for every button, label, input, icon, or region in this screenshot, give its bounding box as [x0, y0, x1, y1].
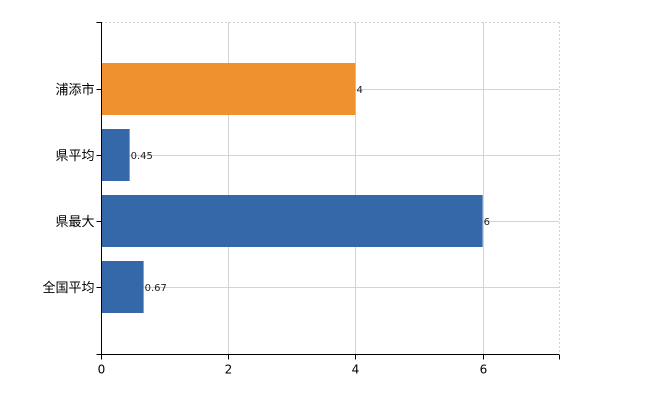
- category-label-3: 全国平均: [42, 280, 94, 296]
- x-tick-label-2: 2: [225, 363, 233, 377]
- data-label-1: 0.45: [131, 151, 153, 162]
- category-label-2: 県最大: [55, 215, 94, 230]
- category-label-1: 県平均: [55, 149, 94, 164]
- data-label-3: 0.67: [145, 283, 167, 294]
- bar-1: [101, 129, 130, 181]
- x-tick-label-4: 4: [352, 363, 360, 377]
- bar-3: [101, 261, 144, 313]
- axis-layer: [96, 22, 560, 360]
- data-label-0: 4: [356, 85, 362, 96]
- category-label-0: 浦添市: [55, 82, 94, 98]
- bar-0: [101, 63, 356, 115]
- x-tick-label-0: 0: [98, 363, 106, 377]
- bar-layer: [101, 63, 483, 313]
- x-tick-label-6: 6: [480, 363, 488, 377]
- data-label-2: 6: [484, 217, 490, 228]
- bar-2: [101, 195, 483, 247]
